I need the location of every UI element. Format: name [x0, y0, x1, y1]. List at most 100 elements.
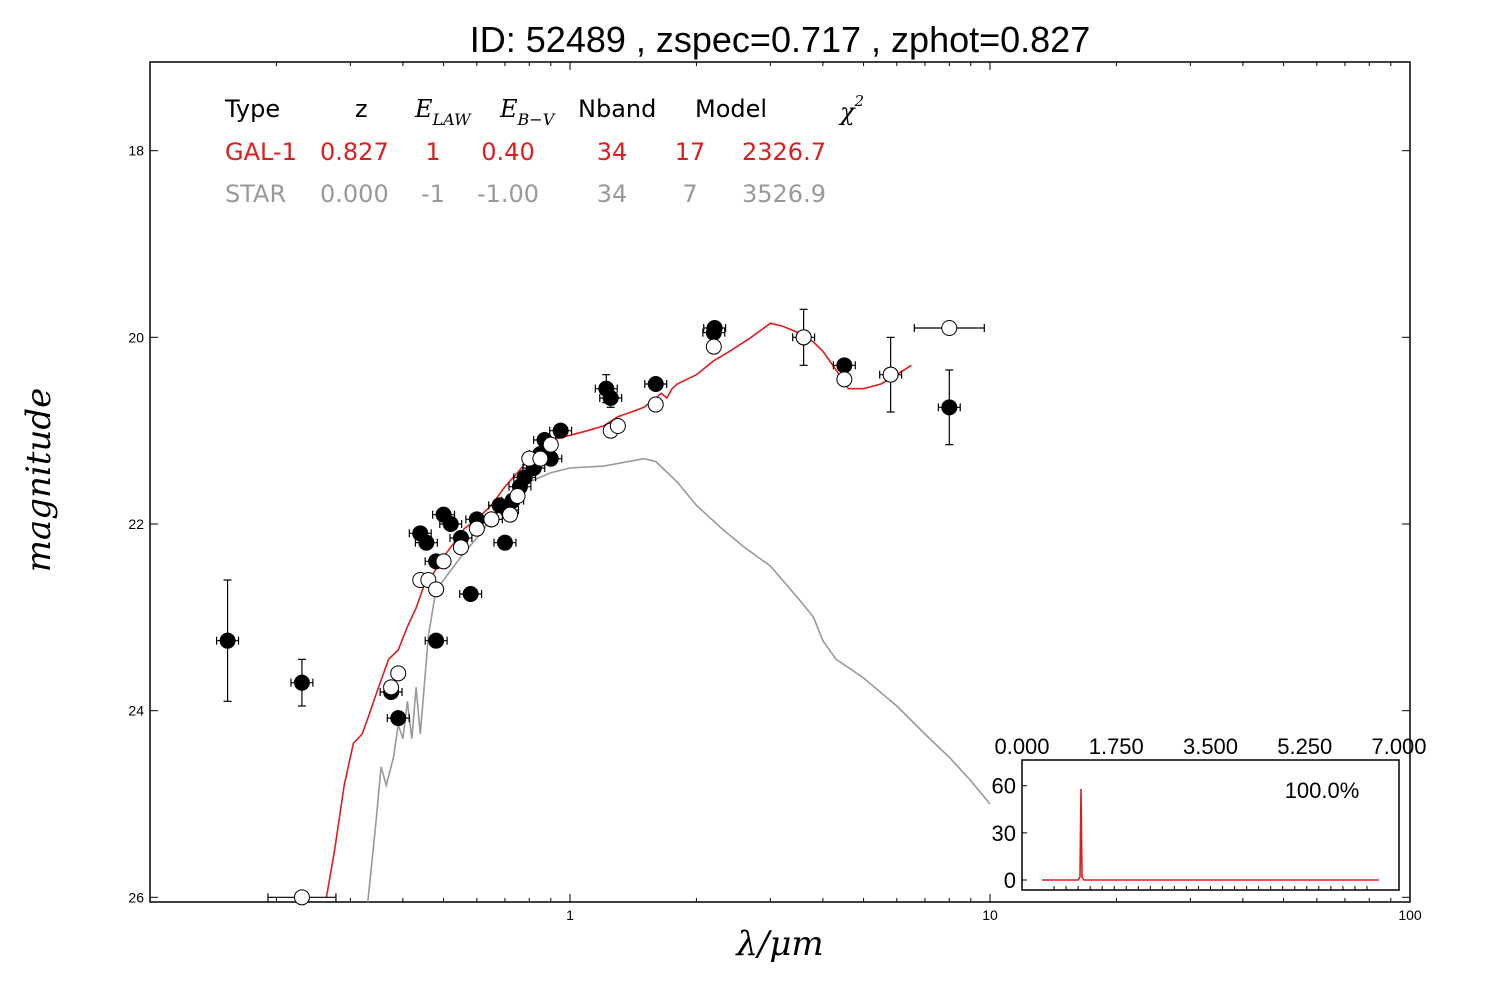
observed-marker — [428, 632, 445, 649]
inset-x-tick-label: 3.500 — [1183, 734, 1238, 759]
ebv-main: E — [499, 95, 518, 123]
observed-marker — [293, 674, 310, 691]
observed-flux-point — [937, 369, 961, 446]
model-marker — [502, 506, 519, 523]
table-header-nband: Nband — [578, 95, 656, 123]
observed-flux-point — [459, 586, 483, 602]
observed-flux-point — [832, 357, 856, 374]
observed-flux-point — [414, 534, 438, 551]
model-marker — [483, 511, 500, 528]
chi-sup: 2 — [854, 92, 865, 110]
model-flux-point — [509, 488, 526, 504]
x-tick-label: 10 — [982, 907, 998, 923]
model-curves — [325, 322, 991, 903]
star-row-cell: 7 — [682, 180, 697, 208]
elaw-sub: LAW — [432, 110, 473, 129]
observed-marker — [836, 357, 853, 374]
model-marker — [795, 329, 812, 346]
model-marker — [609, 418, 626, 434]
observed-marker — [552, 422, 569, 439]
table-header-type: Type — [224, 95, 280, 123]
x-tick-label: 100 — [1398, 907, 1422, 923]
model-flux-point — [483, 511, 500, 528]
table-header-z: z — [355, 95, 368, 123]
star-row-cell: 0.000 — [320, 180, 389, 208]
pdz-inset-curve — [1042, 788, 1379, 881]
inset-y-tick-label: 30 — [992, 821, 1016, 846]
model-flux-point — [502, 506, 519, 523]
model-marker — [941, 320, 958, 336]
model-flux-point — [882, 366, 899, 383]
inset-x-tick-label: 0.000 — [994, 734, 1049, 759]
y-tick-label: 18 — [128, 143, 144, 159]
star-model-curve — [367, 457, 991, 903]
main-plot-frame — [149, 61, 1411, 903]
model-marker — [452, 539, 469, 556]
observed-marker — [496, 534, 513, 551]
model-flux-point — [542, 436, 559, 453]
inset-x-tick-label: 5.250 — [1277, 734, 1332, 759]
pdz-curve — [1042, 788, 1379, 881]
observed-flux-point — [549, 422, 573, 439]
model-marker — [390, 665, 407, 682]
observed-marker — [442, 516, 459, 532]
model-marker — [836, 371, 853, 388]
model-flux-point — [705, 338, 722, 355]
observed-flux-point — [644, 376, 668, 392]
table-header-chi2: χ2 — [838, 92, 864, 126]
model-flux-point — [468, 520, 485, 537]
observed-flux-point — [703, 320, 727, 336]
table-header-model: Model — [695, 95, 767, 123]
elaw-main: E — [414, 95, 433, 123]
pdz-inset-frame — [1021, 759, 1400, 891]
galaxy-row-cell: GAL-1 — [225, 138, 297, 166]
observed-marker — [602, 390, 619, 406]
observed-marker — [462, 586, 479, 602]
model-marker — [383, 679, 400, 696]
pdz-inset-ticks: 0.000 1.750 3.500 5.250 7.000 0 30 60 — [992, 734, 1427, 893]
observed-flux-point — [424, 632, 448, 649]
galaxy-row-cell: 17 — [675, 138, 706, 166]
model-flux-point — [428, 581, 445, 598]
model-marker — [647, 396, 664, 413]
inset-x-tick-label: 1.750 — [1089, 734, 1144, 759]
observed-marker — [941, 399, 958, 416]
x-axis-label: λ/μm — [734, 924, 823, 964]
observed-flux-point — [386, 710, 410, 727]
fit-table: Type z ELAW EB−V Nband Model χ2 GAL-1 0.8… — [224, 92, 864, 208]
model-flux-point — [647, 396, 664, 413]
model-flux-point — [913, 320, 985, 336]
observed-flux-point — [216, 579, 240, 702]
chi-main: χ — [838, 98, 856, 126]
pdz-annotation: 100.0% — [1285, 778, 1360, 803]
model-flux-point — [435, 553, 452, 570]
model-marker — [468, 520, 485, 537]
observed-marker — [390, 710, 407, 727]
star-row-cell: 34 — [597, 180, 628, 208]
chart-title: ID: 52489 , zspec=0.717 , zphot=0.827 — [470, 19, 1090, 60]
galaxy-model-curve — [325, 322, 912, 898]
observed-marker — [219, 632, 236, 649]
model-flux-point — [609, 418, 626, 434]
galaxy-row-cell: 34 — [597, 138, 628, 166]
y-tick-label: 26 — [128, 889, 144, 905]
y-tick-label: 24 — [128, 703, 144, 719]
y-tick-label: 22 — [128, 516, 144, 532]
model-marker — [705, 338, 722, 355]
model-flux-point — [836, 371, 853, 388]
model-flux-point — [795, 329, 812, 346]
observed-marker — [647, 376, 664, 392]
model-marker — [882, 366, 899, 383]
observed-marker — [418, 534, 435, 551]
inset-y-tick-label: 0 — [1004, 868, 1016, 893]
observed-flux-point — [439, 516, 463, 532]
y-axis-label: magnitude — [19, 388, 59, 573]
inset-x-tick-label: 7.000 — [1371, 734, 1426, 759]
star-row-cell: -1 — [421, 180, 445, 208]
star-row-cell: -1.00 — [477, 180, 539, 208]
model-marker — [428, 581, 445, 598]
observed-flux-point — [493, 534, 517, 551]
model-marker — [435, 553, 452, 570]
